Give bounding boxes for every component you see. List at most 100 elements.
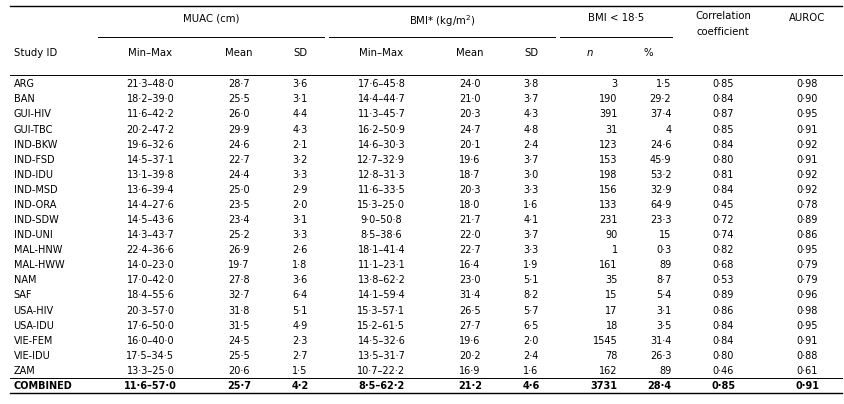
Text: 23·4: 23·4 [229,215,250,225]
Text: 162: 162 [599,366,618,376]
Text: 3731: 3731 [591,381,618,391]
Text: USA-HIV: USA-HIV [14,305,54,316]
Text: 123: 123 [599,140,618,149]
Text: 1·6: 1·6 [523,200,538,210]
Text: 9·0–50·8: 9·0–50·8 [360,215,403,225]
Text: 2·0: 2·0 [292,200,308,210]
Text: 0·61: 0·61 [797,366,818,376]
Text: AUROC: AUROC [789,13,825,23]
Text: 3·3: 3·3 [523,185,538,195]
Text: 0·72: 0·72 [712,215,734,225]
Text: 2·4: 2·4 [523,140,538,149]
Text: 2·0: 2·0 [523,336,538,346]
Text: 22·0: 22·0 [459,230,481,240]
Text: 0·3: 0·3 [656,245,671,255]
Text: 8·5–62·2: 8·5–62·2 [358,381,404,391]
Text: 15·3–25·0: 15·3–25·0 [357,200,405,210]
Text: 11·6–33·5: 11·6–33·5 [358,185,405,195]
Text: 2·7: 2·7 [292,351,308,361]
Text: 31·4: 31·4 [459,290,481,301]
Text: %: % [643,48,652,57]
Text: 18: 18 [605,321,618,330]
Text: 190: 190 [599,95,618,104]
Text: 0·95: 0·95 [797,321,818,330]
Text: 22·4–36·6: 22·4–36·6 [127,245,175,255]
Text: Mean: Mean [457,48,484,57]
Text: 0·78: 0·78 [797,200,818,210]
Text: 0·81: 0·81 [712,170,734,180]
Text: MUAC (cm): MUAC (cm) [183,13,240,23]
Text: Mean: Mean [225,48,253,57]
Text: 31·4: 31·4 [650,336,671,346]
Text: 14·6–30·3: 14·6–30·3 [358,140,405,149]
Text: 0·91: 0·91 [797,336,818,346]
Text: 3·2: 3·2 [292,155,308,165]
Text: 27·7: 27·7 [459,321,481,330]
Text: 0·91: 0·91 [797,124,818,135]
Text: 24·4: 24·4 [229,170,250,180]
Text: IND-SDW: IND-SDW [14,215,58,225]
Text: 13·3–25·0: 13·3–25·0 [127,366,175,376]
Text: 31·5: 31·5 [229,321,250,330]
Text: 2·9: 2·9 [292,185,308,195]
Text: 20·6: 20·6 [229,366,250,376]
Text: MAL-HNW: MAL-HNW [14,245,62,255]
Text: 0·85: 0·85 [711,381,735,391]
Text: 19·7: 19·7 [229,260,250,270]
Text: 78: 78 [605,351,618,361]
Text: 14·4–44·7: 14·4–44·7 [358,95,405,104]
Text: GUI-TBC: GUI-TBC [14,124,53,135]
Text: 19·6–32·6: 19·6–32·6 [127,140,175,149]
Text: 0·84: 0·84 [712,140,734,149]
Text: 14·5–43·6: 14·5–43·6 [127,215,175,225]
Text: 16·4: 16·4 [459,260,481,270]
Text: 8·2: 8·2 [523,290,538,301]
Text: 19·6: 19·6 [459,155,481,165]
Text: 17: 17 [605,305,618,316]
Text: 8·5–38·6: 8·5–38·6 [360,230,403,240]
Text: USA-IDU: USA-IDU [14,321,54,330]
Text: 0·95: 0·95 [797,109,818,120]
Text: 21·2: 21·2 [458,381,482,391]
Text: 4·1: 4·1 [523,215,538,225]
Text: 4·4: 4·4 [292,109,308,120]
Text: 28·7: 28·7 [229,79,250,89]
Text: 11·6–42·2: 11·6–42·2 [127,109,175,120]
Text: SD: SD [524,48,538,57]
Text: coefficient: coefficient [697,27,749,37]
Text: 24·0: 24·0 [459,79,481,89]
Text: 0·79: 0·79 [797,276,818,285]
Text: VIE-FEM: VIE-FEM [14,336,53,346]
Text: 1·8: 1·8 [292,260,308,270]
Text: 23·5: 23·5 [229,200,250,210]
Text: 2·4: 2·4 [523,351,538,361]
Text: 3·1: 3·1 [292,95,308,104]
Text: 0·79: 0·79 [797,260,818,270]
Text: 20·3–57·0: 20·3–57·0 [127,305,175,316]
Text: 26·0: 26·0 [229,109,250,120]
Text: 18·1–41·4: 18·1–41·4 [358,245,405,255]
Text: 2·6: 2·6 [292,245,308,255]
Text: 25·2: 25·2 [228,230,250,240]
Text: 3·6: 3·6 [292,79,308,89]
Text: 3·7: 3·7 [523,95,538,104]
Text: 26·3: 26·3 [650,351,671,361]
Text: 13·1–39·8: 13·1–39·8 [127,170,174,180]
Text: Study ID: Study ID [14,48,57,57]
Text: 31·8: 31·8 [229,305,250,316]
Text: 3·7: 3·7 [523,155,538,165]
Text: 20·1: 20·1 [459,140,481,149]
Text: 27·8: 27·8 [229,276,250,285]
Text: 20·2: 20·2 [459,351,481,361]
Text: 2·3: 2·3 [292,336,308,346]
Text: 161: 161 [599,260,618,270]
Text: 1545: 1545 [593,336,618,346]
Text: 0·95: 0·95 [797,245,818,255]
Text: 28·4: 28·4 [647,381,671,391]
Text: 391: 391 [599,109,618,120]
Text: 20·3: 20·3 [459,109,481,120]
Text: ARG: ARG [14,79,35,89]
Text: 4·2: 4·2 [291,381,309,391]
Text: 0·88: 0·88 [797,351,818,361]
Text: 20·3: 20·3 [459,185,481,195]
